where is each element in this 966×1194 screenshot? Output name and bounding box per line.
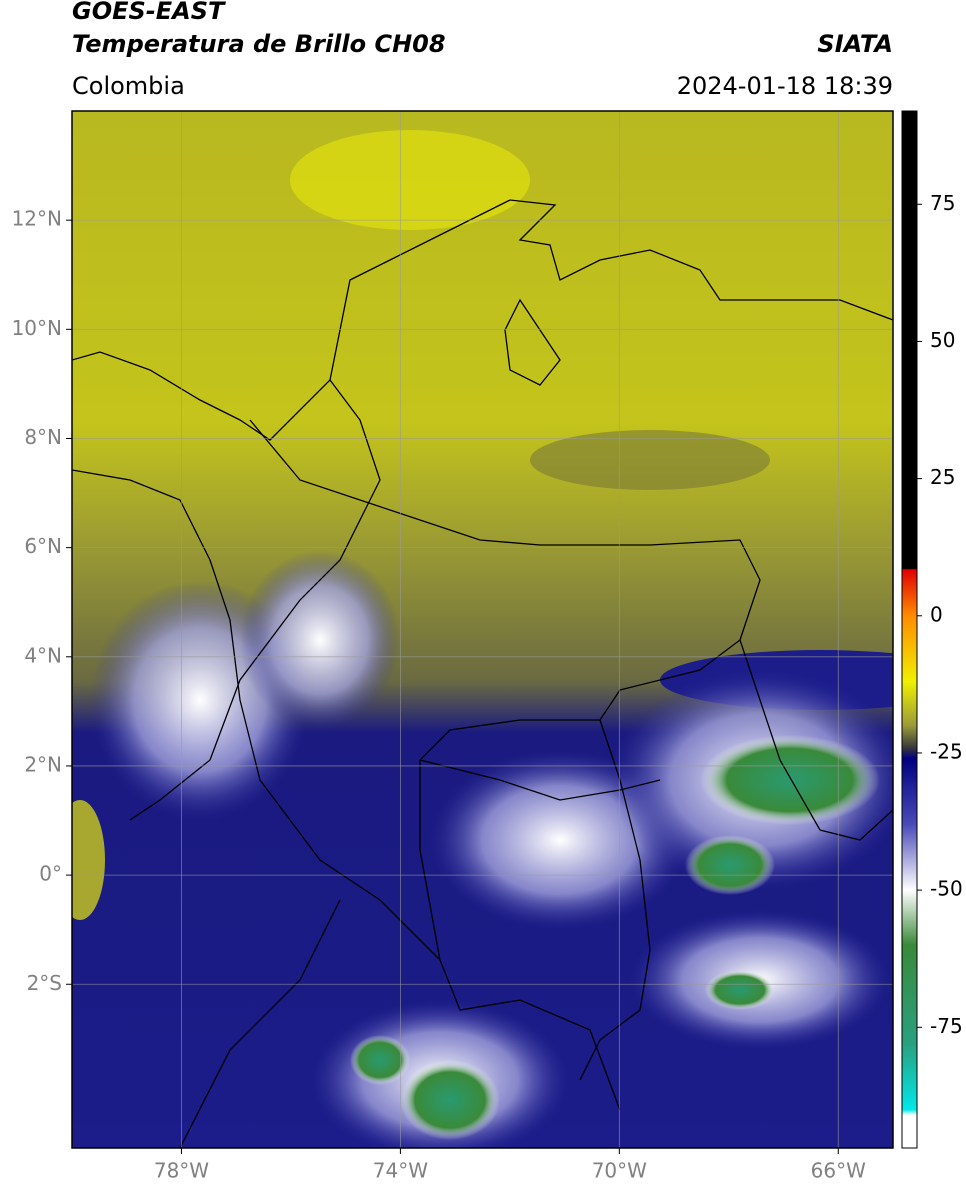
colorbar-tick-label: 50 <box>930 328 955 352</box>
timestamp: 2024-01-18 18:39 <box>677 72 893 100</box>
y-tick-label: 2°S <box>27 971 62 995</box>
imagery <box>72 111 893 1148</box>
x-tick-label: 74°W <box>373 1159 428 1183</box>
y-tick-label: 12°N <box>12 207 62 231</box>
y-tick-label: 2°N <box>24 752 62 776</box>
y-tick-label: 6°N <box>24 534 62 558</box>
y-tick-label: 8°N <box>24 425 62 449</box>
x-tick-label: 66°W <box>811 1159 866 1183</box>
y-tick-label: 0° <box>39 862 62 886</box>
y-tick-label: 10°N <box>12 316 62 340</box>
x-tick-label: 70°W <box>592 1159 647 1183</box>
title: GOES-EAST <box>72 0 226 25</box>
map-frame <box>71 110 894 1149</box>
subtitle: Temperatura de Brillo CH08 <box>72 30 446 58</box>
colorbar-tick-label: 75 <box>930 191 955 215</box>
x-tick-label: 78°W <box>154 1159 209 1183</box>
colorbar-tick-label: 25 <box>930 465 955 489</box>
colorbar-tick-label: 0 <box>930 602 943 626</box>
colorbar-tick-label: -25 <box>930 739 963 763</box>
agency: SIATA <box>817 30 893 58</box>
region: Colombia <box>72 72 185 100</box>
colorbar-tick-label: -50 <box>930 877 963 901</box>
graticule <box>72 111 893 1148</box>
colorbar <box>901 110 918 1149</box>
colorbar-tick-label: -75 <box>930 1014 963 1038</box>
y-tick-label: 4°N <box>24 643 62 667</box>
